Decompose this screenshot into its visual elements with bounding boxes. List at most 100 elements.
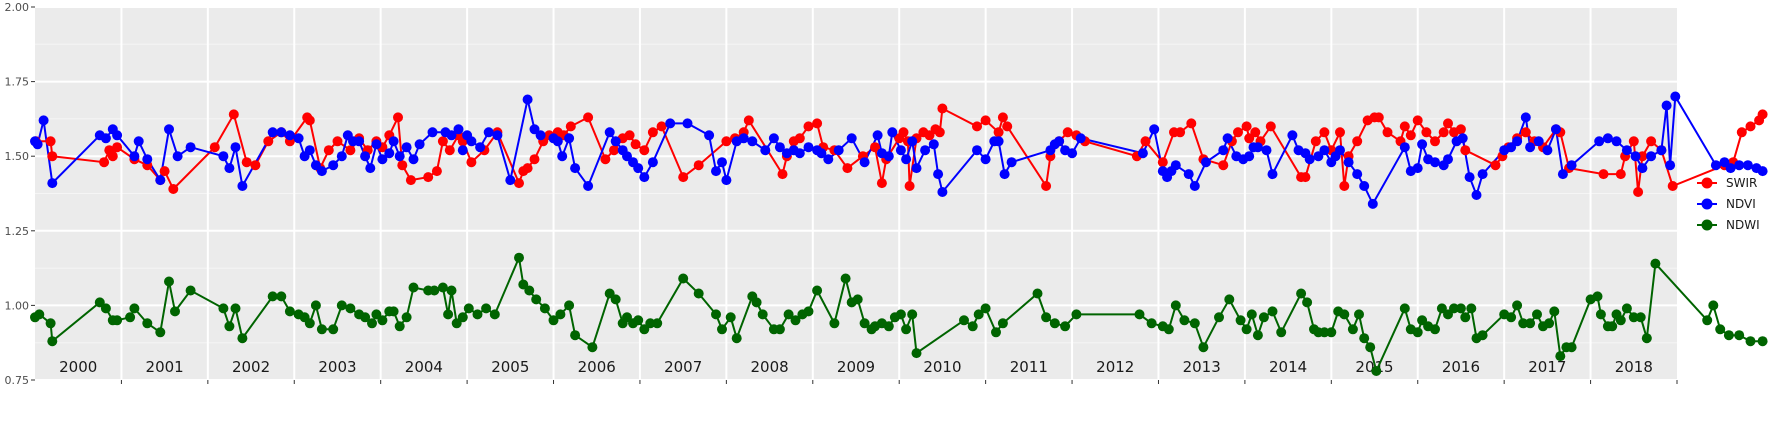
point-swir <box>1250 127 1261 138</box>
point-swir <box>1233 127 1243 138</box>
point-swir <box>444 145 455 156</box>
y-tick-label: 1.00 <box>5 299 30 312</box>
point-ndvi <box>895 145 906 156</box>
point-ndvi <box>1520 112 1531 123</box>
point-swir <box>1615 169 1626 180</box>
point-ndwi <box>360 312 371 323</box>
point-ndvi <box>218 151 229 162</box>
point-ndvi <box>1710 160 1721 171</box>
point-ndvi <box>267 127 278 138</box>
point-ndwi <box>472 309 483 320</box>
point-ndvi <box>747 136 758 147</box>
point-ndwi <box>1708 300 1719 311</box>
point-swir <box>1218 160 1229 171</box>
point-ndwi <box>1512 300 1523 311</box>
y-tick-label: 2.00 <box>5 1 30 14</box>
point-swir <box>529 154 540 165</box>
point-ndwi <box>1296 288 1307 299</box>
year-label: 2004 <box>405 358 443 376</box>
point-ndwi <box>481 303 492 314</box>
year-labels: 2000 2001 2002 2003 2004 2005 2006 2007 2008 2009… <box>59 358 1653 376</box>
point-ndvi <box>872 130 883 141</box>
point-ndvi <box>155 175 166 186</box>
point-swir <box>1598 169 1609 180</box>
point-ndvi <box>633 163 644 174</box>
point-swir <box>980 115 991 126</box>
point-ndwi <box>1319 327 1330 338</box>
point-swir <box>1157 157 1168 168</box>
point-ndwi <box>45 318 56 329</box>
point-ndwi <box>1134 309 1145 320</box>
point-ndvi <box>794 148 805 159</box>
point-swir <box>1667 181 1678 191</box>
point-swir <box>304 115 315 126</box>
point-ndwi <box>1339 309 1350 320</box>
point-ndwi <box>1179 315 1190 326</box>
point-ndvi <box>1367 198 1378 209</box>
point-ndwi <box>883 321 894 332</box>
point-ndvi <box>388 136 399 147</box>
point-swir <box>1520 127 1531 138</box>
point-ndvi <box>1457 133 1468 144</box>
point-ndwi <box>155 327 166 338</box>
point-ndwi <box>388 306 399 317</box>
point-ndvi <box>928 139 939 150</box>
point-swir <box>600 154 611 165</box>
y-tick-label: 0.75 <box>5 374 30 387</box>
point-swir <box>345 145 356 156</box>
point-swir <box>332 136 343 147</box>
point-swir <box>937 103 948 114</box>
year-label: 2010 <box>923 358 961 376</box>
point-ndwi <box>1276 327 1287 338</box>
point-swir <box>263 136 274 147</box>
point-ndwi <box>100 303 111 314</box>
point-swir <box>1438 127 1449 138</box>
point-swir <box>405 175 416 186</box>
point-ndvi <box>583 181 594 191</box>
year-label: 2006 <box>578 358 616 376</box>
point-ndwi <box>429 285 440 296</box>
point-swir <box>1175 127 1186 138</box>
point-ndwi <box>112 315 123 326</box>
point-ndwi <box>774 324 785 335</box>
point-swir <box>1244 133 1255 144</box>
point-ndwi <box>129 303 140 314</box>
year-label: 2008 <box>750 358 788 376</box>
point-ndvi <box>1149 124 1160 135</box>
point-ndvi <box>768 133 779 144</box>
point-ndvi <box>993 136 1004 147</box>
point-ndvi <box>1170 160 1181 171</box>
point-ndwi <box>1258 312 1269 323</box>
point-ndvi <box>32 139 43 150</box>
point-ndvi <box>972 145 982 156</box>
y-axis: 0.75 1.00 1.25 1.50 1.75 2.00 <box>5 1 35 387</box>
point-ndwi <box>1354 309 1364 320</box>
point-ndvi <box>1551 124 1561 135</box>
point-ndvi <box>1443 154 1453 165</box>
point-ndvi <box>133 136 144 147</box>
point-ndwi <box>1455 303 1466 314</box>
point-swir <box>522 163 533 174</box>
point-ndvi <box>505 175 516 186</box>
legend-label-ndwi: NDWI <box>1726 218 1760 232</box>
point-swir <box>870 142 880 153</box>
point-ndvi <box>1183 169 1194 180</box>
point-ndwi <box>1060 321 1071 332</box>
point-ndvi <box>522 94 533 105</box>
point-ndwi <box>751 297 762 308</box>
point-swir <box>397 160 408 171</box>
point-ndvi <box>284 130 295 141</box>
point-ndwi <box>125 312 136 323</box>
point-ndvi <box>738 133 749 144</box>
point-swir <box>159 166 170 177</box>
point-ndwi <box>437 282 448 293</box>
point-ndvi <box>1670 91 1681 102</box>
point-swir <box>743 115 754 126</box>
point-swir <box>1757 109 1768 120</box>
legend-key-ndvi <box>1701 198 1713 210</box>
point-ndvi <box>224 163 235 174</box>
point-ndwi <box>1214 312 1224 323</box>
point-ndvi <box>999 169 1010 180</box>
point-ndwi <box>218 303 229 314</box>
point-swir <box>1265 121 1276 132</box>
